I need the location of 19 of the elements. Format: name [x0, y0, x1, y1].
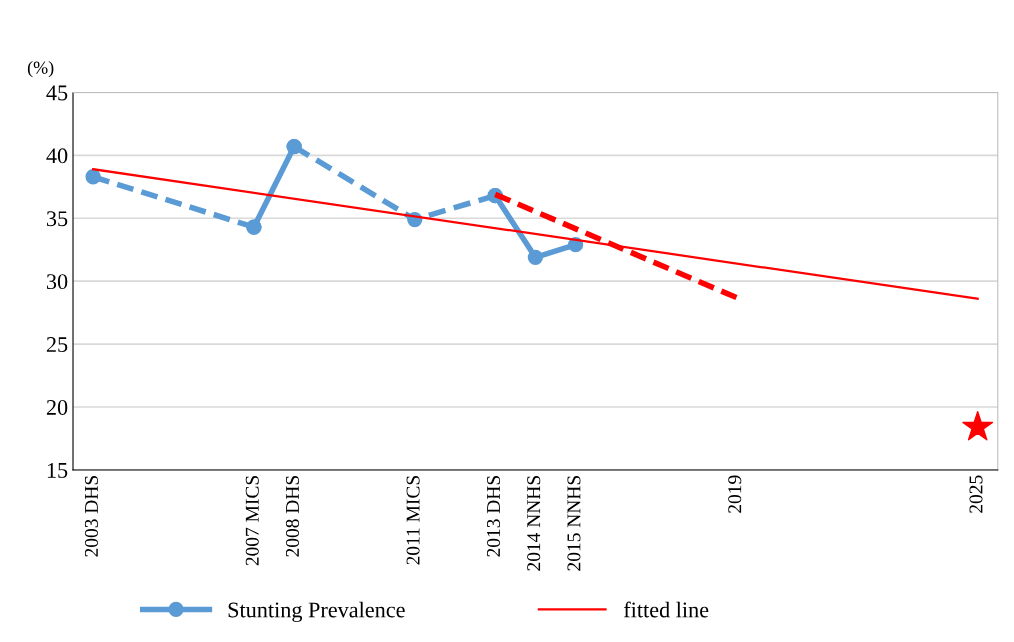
x-tick-label: 2007 MICS: [245, 476, 259, 566]
y-tick-label: 40: [46, 148, 68, 164]
x-tick-label: 2011 MICS: [406, 476, 420, 565]
y-tick-label: 45: [46, 85, 68, 101]
x-tick-label: 2025: [969, 475, 983, 513]
legend-label: Stunting Prevalence: [228, 601, 405, 622]
x-tick-label: 2008 DHS: [285, 476, 300, 557]
x-tick-label: 2013 DHS: [486, 476, 501, 557]
y-tick-label: 35: [46, 211, 68, 227]
y-tick-label: 20: [46, 399, 68, 415]
y-tick-label: 15: [47, 462, 68, 478]
y-axis-title: (%): [27, 60, 54, 78]
y-tick-label: 25: [46, 337, 68, 353]
x-tick-label: 2015 NNHS: [567, 476, 581, 571]
y-tick-label: 30: [46, 274, 68, 290]
legend-label: fitted line: [623, 601, 709, 618]
x-tick-label: 2014 NNHS: [527, 476, 541, 571]
x-tick-label: 2003 DHS: [84, 476, 98, 557]
x-tick-label: 2019: [728, 475, 742, 513]
